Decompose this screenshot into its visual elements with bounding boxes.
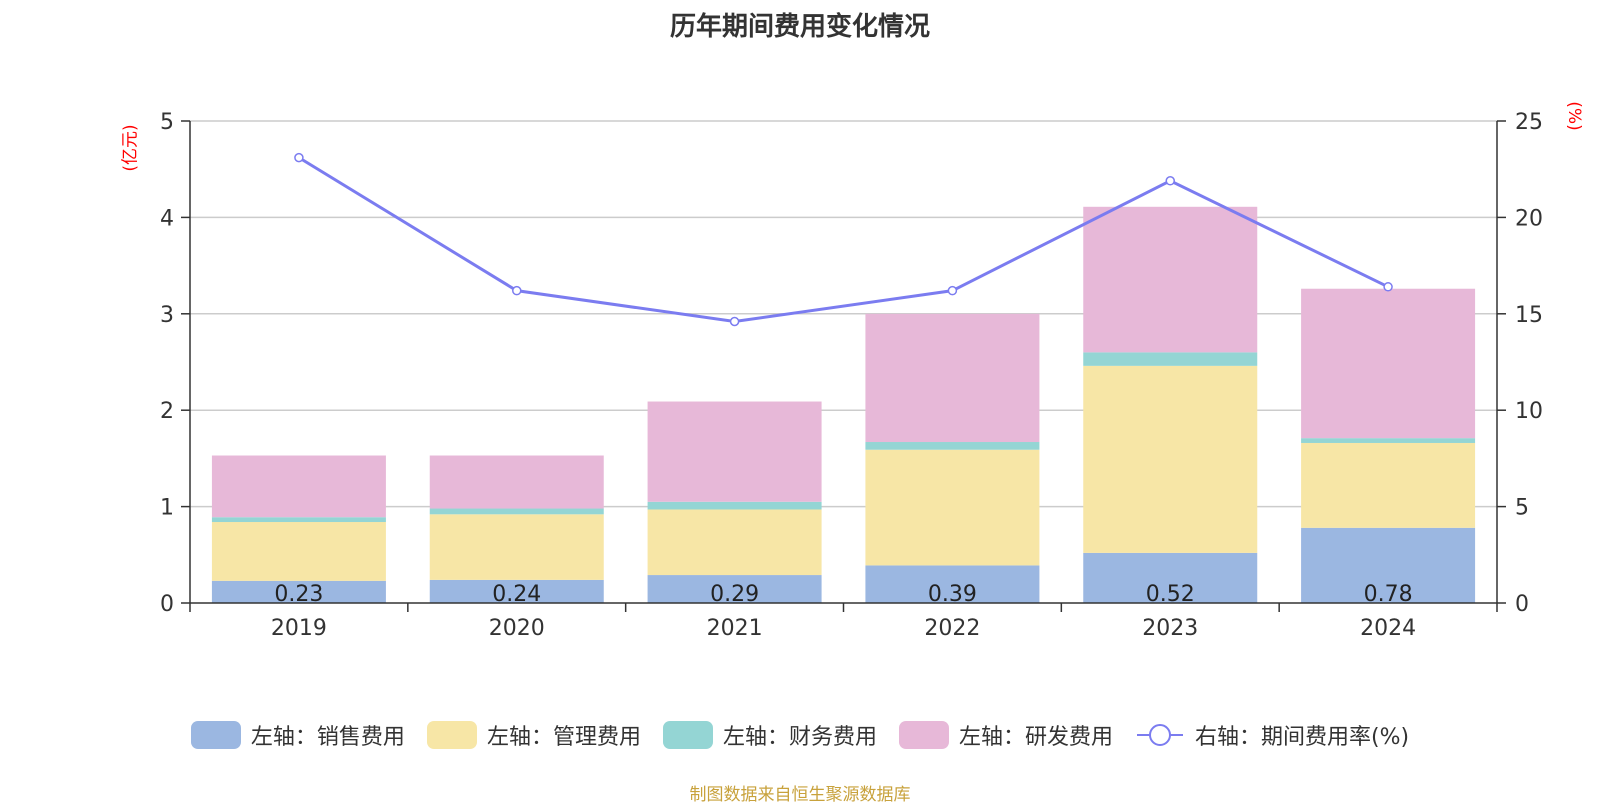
bar-data-label: 0.29 [710,582,759,607]
legend-label-sales: 左轴：销售费用 [250,725,405,750]
bar-segment [1301,288,1476,439]
legend-swatch-admin [426,721,477,749]
bar-segment [1301,438,1476,443]
bar-segment [211,522,386,581]
expense-rate-point [512,285,522,296]
legend-item-rnd[interactable]: 左轴：研发费用 [898,719,1113,751]
data-source-note: 制图数据来自恒生聚源数据库 [689,785,911,805]
bar-segment [1301,442,1476,528]
bar-data-label: 0.78 [1364,582,1413,607]
legend-label-rnd: 左轴：研发费用 [958,725,1113,750]
bar-segment [865,565,1040,603]
expense-rate-point [294,152,304,163]
chart-plot: 0 1 2 3 4 5 0 5 10 15 20 25 2019 2020 2021 2022 2023 2024… [160,110,1543,641]
right-axis-tick-label: 20 [1515,206,1543,231]
x-axis-tick-label: 2021 [707,616,763,641]
chart-title: 历年期间费用变化情况 [669,12,930,42]
bar-data-label: 0.24 [492,582,541,607]
legend-label-admin: 左轴：管理费用 [486,725,641,750]
legend-label-expense-rate: 右轴：期间费用率(%) [1194,725,1410,750]
bar-segment [1083,352,1258,366]
bar-segment [865,313,1040,443]
bar-segment [211,455,386,518]
bar-data-label: 0.23 [274,582,323,607]
left-axis-tick-label: 5 [160,110,174,135]
legend-swatch-finance [662,721,713,749]
bar-segment [429,579,604,603]
legend-item-sales[interactable]: 左轴：销售费用 [190,719,405,751]
expense-rate-point [729,316,740,327]
bar-segment [1301,527,1476,603]
right-axis-tick-label: 15 [1515,303,1543,328]
legend-label-finance: 左轴：财务费用 [722,725,877,750]
bar-segment [647,509,822,576]
expense-rate-point [1383,282,1393,292]
x-axis-tick-label: 2022 [924,616,980,641]
right-axis-tick-label: 25 [1515,110,1543,135]
legend-line-marker-icon [1136,724,1183,746]
x-axis-tick-label: 2020 [489,616,545,641]
legend-item-finance[interactable]: 左轴：财务费用 [662,719,877,751]
bar-segment [429,455,604,509]
left-axis-tick-label: 2 [160,399,174,424]
bar-segment [1083,365,1258,553]
right-axis-tick-label: 10 [1515,399,1543,424]
x-axis-tick-label: 2019 [271,616,327,641]
left-axis-tick-label: 1 [160,496,174,521]
x-axis-tick-label: 2023 [1142,616,1198,641]
legend-swatch-rnd [898,721,949,749]
chart-legend: 左轴：销售费用 左轴：管理费用 左轴：财务费用 左轴：研发费用 右轴：期间费用率… [0,719,1600,751]
legend-item-expense-rate[interactable]: 右轴：期间费用率(%) [1135,719,1409,751]
bar-segment [211,580,386,603]
left-axis-tick-label: 4 [160,206,174,231]
bar-segment [865,442,1040,450]
bar-segment [1083,552,1258,603]
left-axis-tick-label: 3 [160,303,174,328]
expense-rate-point [1165,176,1175,186]
right-axis-tick-label: 0 [1515,592,1529,617]
bar-segment [211,517,386,523]
expense-rate-point [947,285,958,296]
bar-segment [647,501,822,510]
right-axis-tick-label: 5 [1515,496,1529,521]
bar-segment [647,401,822,502]
legend-swatch-sales [190,721,241,749]
bar-segment [429,508,604,515]
legend-item-admin[interactable]: 左轴：管理费用 [426,719,641,751]
bar-segment [429,514,604,580]
bar-data-label: 0.52 [1146,582,1195,607]
bar-segment [647,575,822,603]
x-axis-tick-label: 2024 [1360,616,1416,641]
bar-segment [1083,206,1258,353]
bar-segment [865,449,1040,566]
expense-rate-line [298,156,1389,324]
bar-data-label: 0.39 [928,582,977,607]
left-axis-tick-label: 0 [160,592,174,617]
